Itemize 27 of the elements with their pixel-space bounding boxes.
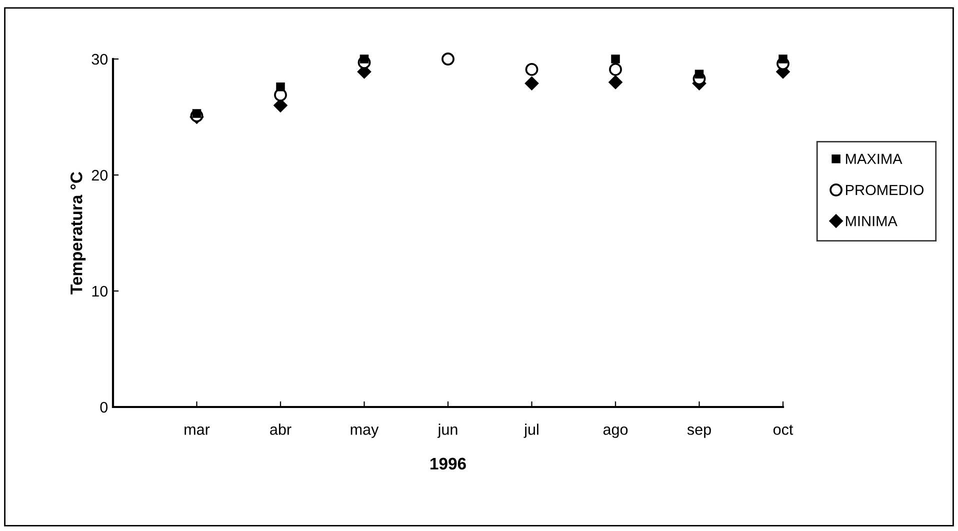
point bbox=[442, 52, 454, 66]
x-tick-label: may bbox=[350, 426, 379, 438]
x-tick-label: oct bbox=[773, 424, 794, 435]
x-tick-label: jun bbox=[437, 424, 458, 438]
legend-label: MAXIMA bbox=[846, 154, 902, 164]
x-tick-label: sep bbox=[687, 426, 711, 438]
y-tick-label: 10 bbox=[92, 286, 108, 297]
point bbox=[694, 70, 704, 78]
legend-label: MINIMA bbox=[846, 216, 898, 226]
point bbox=[608, 75, 622, 89]
point bbox=[524, 76, 539, 90]
point bbox=[778, 54, 788, 64]
y-tick-label: 20 bbox=[92, 170, 108, 181]
y-tick-label: 30 bbox=[92, 54, 108, 65]
x-tick-label: jul bbox=[524, 424, 538, 438]
x-tick-label: mar bbox=[184, 426, 210, 435]
point bbox=[525, 62, 538, 76]
y-axis-title: Temperatura °C bbox=[70, 172, 86, 294]
x-axis-title: 1996 bbox=[430, 458, 466, 470]
y-tick-label: 0 bbox=[100, 402, 108, 413]
x-tick-label: ago bbox=[603, 426, 628, 438]
point bbox=[609, 62, 622, 76]
x-tick-label: abr bbox=[270, 424, 292, 435]
legend-label: PROMEDIO bbox=[846, 184, 924, 196]
point bbox=[274, 98, 288, 112]
point bbox=[276, 82, 285, 92]
point bbox=[611, 54, 620, 64]
